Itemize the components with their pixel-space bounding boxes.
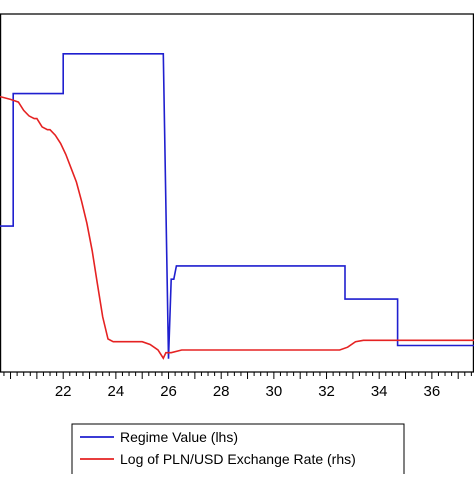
series-line-log-pln-usd — [0, 95, 474, 360]
legend: Regime Value (lhs) Log of PLN/USD Exchang… — [71, 423, 405, 477]
x-tick-label: 26 — [160, 383, 177, 400]
x-tick-label: 32 — [318, 383, 335, 400]
legend-box — [71, 423, 405, 477]
legend-label: Regime Value (lhs) — [120, 429, 238, 445]
series-layer — [0, 53, 474, 360]
x-tick-label: 28 — [213, 383, 230, 400]
legend-label: Log of PLN/USD Exchange Rate (rhs) — [120, 451, 356, 467]
x-tick-label: 30 — [266, 383, 283, 400]
x-tick-label: 34 — [371, 383, 388, 400]
x-tick-label: 24 — [108, 383, 125, 400]
x-tick-label: 36 — [424, 383, 441, 400]
x-tick-label: 22 — [55, 383, 72, 400]
series-line-regime-value — [0, 53, 474, 359]
plot-frame — [0, 13, 474, 373]
x-axis: 22 24 26 28 30 32 34 36 — [3, 372, 472, 400]
